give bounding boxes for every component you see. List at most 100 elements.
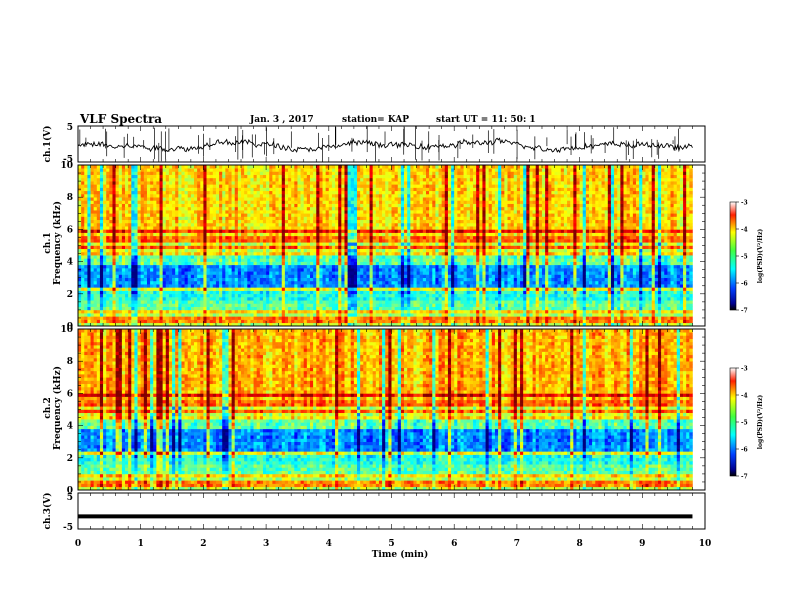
spectrogram-cell — [354, 207, 357, 211]
spectrogram-cell — [238, 223, 241, 227]
spectrogram-cell — [119, 284, 122, 288]
spectrogram-cell — [200, 181, 203, 185]
spectrogram-cell — [266, 194, 269, 198]
spectrogram-cell — [366, 320, 369, 324]
spectrogram-cell — [172, 265, 175, 269]
spectrogram-cell — [291, 207, 294, 211]
spectrogram-cell — [91, 268, 94, 272]
spectrogram-cell — [144, 297, 147, 301]
spectrogram-cell — [131, 239, 134, 243]
spectrogram-cell — [272, 239, 275, 243]
spectrogram-cell — [354, 246, 357, 250]
spectrogram-cell — [247, 207, 250, 211]
spectrogram-cell — [109, 310, 112, 314]
spectrogram-cell — [191, 287, 194, 291]
spectrogram-cell — [109, 258, 112, 262]
spectrogram-cell — [147, 246, 150, 250]
spectrogram-cell — [91, 200, 94, 204]
spectrogram-cell — [250, 197, 253, 201]
spectrogram-cell — [169, 242, 172, 246]
spectrogram-cell — [166, 258, 169, 262]
spectrogram-cell — [188, 175, 191, 179]
spectrogram-cell — [269, 184, 272, 188]
spectrogram-cell — [156, 278, 159, 282]
spectrogram-cell — [131, 294, 134, 298]
spectrogram-cell — [266, 204, 269, 208]
spectrogram-cell — [197, 303, 200, 307]
spectrogram-cell — [125, 246, 128, 250]
spectrogram-cell — [354, 262, 357, 266]
spectrogram-cell — [210, 310, 213, 314]
spectrogram-cell — [272, 175, 275, 179]
spectrogram-cell — [241, 255, 244, 259]
spectrogram-cell — [301, 265, 304, 269]
spectrogram-cell — [354, 233, 357, 237]
spectrogram-cell — [291, 303, 294, 307]
spectrogram-cell — [100, 239, 103, 243]
spectrogram-cell — [112, 284, 115, 288]
spectrogram-cell — [272, 262, 275, 266]
spectrogram-cell — [288, 307, 291, 311]
spectrogram-cell — [263, 303, 266, 307]
spectrogram-cell — [122, 294, 125, 298]
spectrogram-cell — [163, 316, 166, 320]
spectrogram-cell — [250, 171, 253, 175]
spectrogram-cell — [344, 316, 347, 320]
spectrogram-cell — [216, 200, 219, 204]
spectrogram-cell — [138, 233, 141, 237]
spectrogram-cell — [185, 274, 188, 278]
spectrogram-cell — [103, 168, 106, 172]
spectrogram-cell — [200, 213, 203, 217]
spectrogram-cell — [263, 233, 266, 237]
spectrogram-cell — [354, 297, 357, 301]
spectrogram-cell — [357, 320, 360, 324]
spectrogram-cell — [269, 320, 272, 324]
spectrogram-cell — [166, 239, 169, 243]
spectrogram-cell — [338, 291, 341, 295]
spectrogram-cell — [119, 300, 122, 304]
spectrogram-cell — [263, 258, 266, 262]
spectrogram-cell — [203, 191, 206, 195]
spectrogram-cell — [197, 223, 200, 227]
spectrogram-cell — [97, 210, 100, 214]
spectrogram-cell — [335, 175, 338, 179]
spectrogram-cell — [250, 184, 253, 188]
spectrogram-cell — [178, 233, 181, 237]
spectrogram-cell — [351, 200, 354, 204]
spectrogram-cell — [263, 252, 266, 256]
spectrogram-cell — [247, 258, 250, 262]
spectrogram-cell — [219, 210, 222, 214]
spectrogram-cell — [329, 310, 332, 314]
spectrogram-cell — [91, 175, 94, 179]
spectrogram-cell — [172, 268, 175, 272]
spectrogram-cell — [344, 262, 347, 266]
spectrogram-cell — [219, 175, 222, 179]
spectrogram-cell — [313, 300, 316, 304]
spectrogram-cell — [109, 271, 112, 275]
spectrogram-cell — [351, 258, 354, 262]
spectrogram-cell — [103, 271, 106, 275]
spectrogram-cell — [119, 223, 122, 227]
spectrogram-cell — [307, 284, 310, 288]
spectrogram-cell — [100, 294, 103, 298]
spectrogram-cell — [216, 274, 219, 278]
spectrogram-cell — [276, 320, 279, 324]
spectrogram-cell — [153, 291, 156, 295]
spectrogram-cell — [103, 307, 106, 311]
spectrogram-cell — [181, 188, 184, 192]
spectrogram-cell — [326, 213, 329, 217]
spectrogram-cell — [122, 297, 125, 301]
spectrogram-cell — [279, 284, 282, 288]
spectrogram-cell — [257, 168, 260, 172]
spectrogram-cell — [94, 233, 97, 237]
spectrogram-cell — [260, 236, 263, 240]
spectrogram-cell — [329, 303, 332, 307]
spectrogram-cell — [354, 220, 357, 224]
spectrogram-cell — [222, 294, 225, 298]
spectrogram-cell — [285, 303, 288, 307]
spectrogram-cell — [357, 300, 360, 304]
spectrogram-cell — [178, 229, 181, 233]
spectrogram-cell — [156, 291, 159, 295]
spectrogram-cell — [291, 249, 294, 253]
spectrogram-cell — [219, 223, 222, 227]
